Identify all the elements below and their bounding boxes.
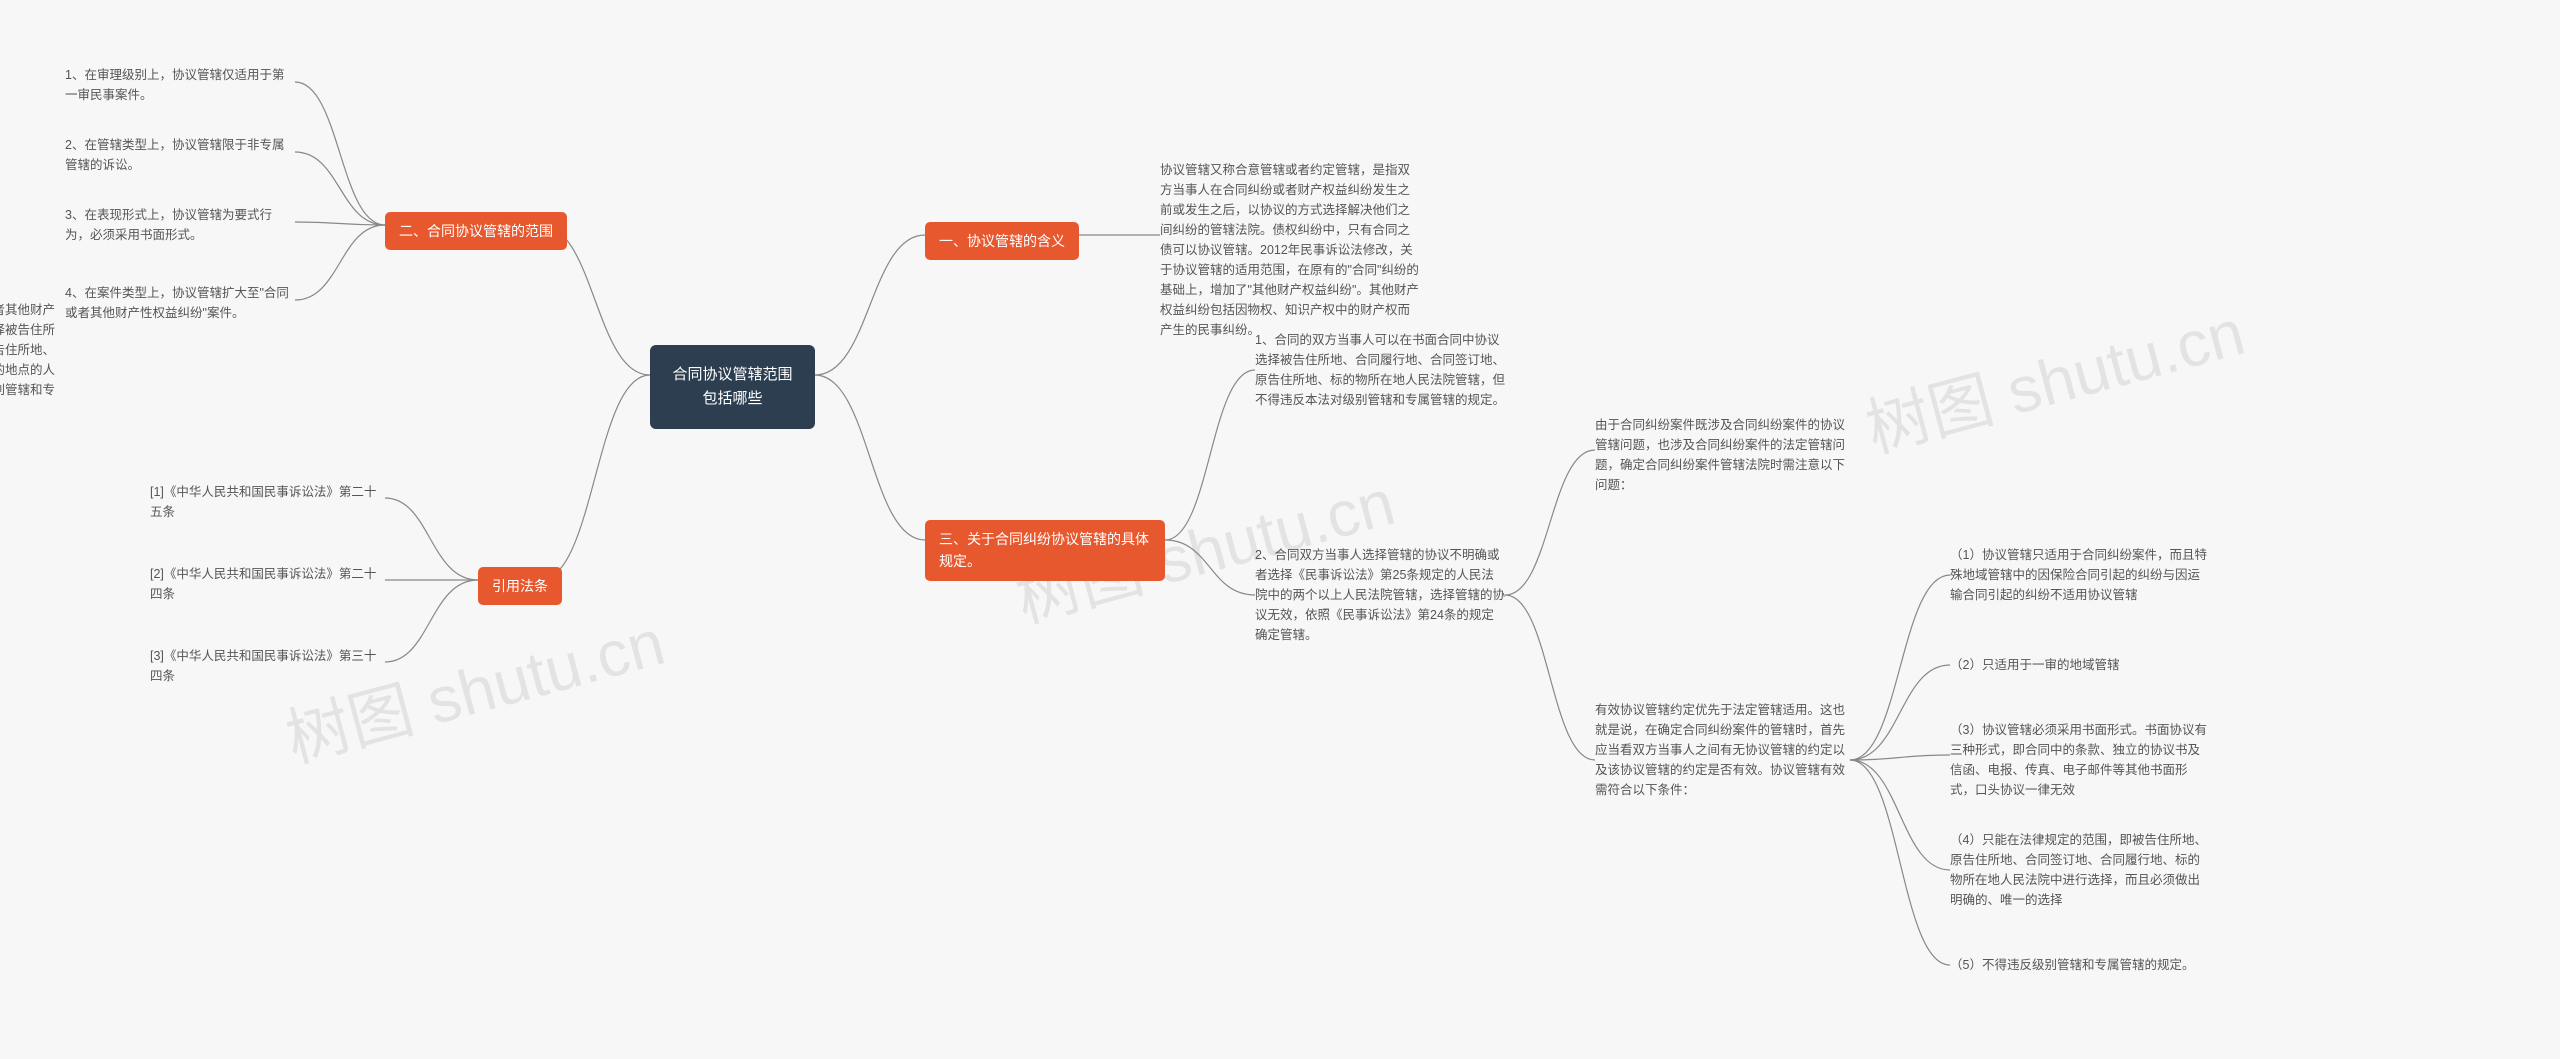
leaf-3-2-cond-intro: 有效协议管辖约定优先于法定管辖适用。这也就是说，在确定合同纠纷案件的管辖时，首先… bbox=[1595, 700, 1850, 800]
watermark: 树图 shutu.cn bbox=[275, 591, 673, 780]
leaf-1-1: 协议管辖又称合意管辖或者约定管辖，是指双方当事人在合同纠纷或者财产权益纠纷发生之… bbox=[1160, 160, 1420, 340]
leaf-3-2: 2、合同双方当事人选择管辖的协议不明确或者选择《民事诉讼法》第25条规定的人民法… bbox=[1255, 545, 1505, 645]
leaf-3-2-intro: 由于合同纠纷案件既涉及合同纠纷案件的协议管辖问题，也涉及合同纠纷案件的法定管辖问… bbox=[1595, 415, 1850, 495]
cond-2: （2）只适用于一审的地域管辖 bbox=[1950, 655, 2119, 675]
ref-3: [3]《中华人民共和国民事诉讼法》第三十四条 bbox=[150, 646, 385, 686]
branch-1: 一、协议管辖的含义 bbox=[925, 222, 1079, 260]
leaf-2-4-sub: 《民事诉讼法》第三十四条合同或者其他财产权益纠纷的当事人可以书面协议选择被告住所… bbox=[0, 300, 60, 420]
cond-3: （3）协议管辖必须采用书面形式。书面协议有三种形式，即合同中的条款、独立的协议书… bbox=[1950, 720, 2210, 800]
cond-1: （1）协议管辖只适用于合同纠纷案件，而且特殊地域管辖中的因保险合同引起的纠纷与因… bbox=[1950, 545, 2210, 605]
leaf-3-1: 1、合同的双方当事人可以在书面合同中协议选择被告住所地、合同履行地、合同签订地、… bbox=[1255, 330, 1505, 410]
branch-ref: 引用法条 bbox=[478, 567, 562, 605]
cond-4: （4）只能在法律规定的范围，即被告住所地、原告住所地、合同签订地、合同履行地、标… bbox=[1950, 830, 2210, 910]
root-node: 合同协议管辖范围包括哪些 bbox=[650, 345, 815, 429]
ref-1: [1]《中华人民共和国民事诉讼法》第二十五条 bbox=[150, 482, 385, 522]
branch-3: 三、关于合同纠纷协议管辖的具体规定。 bbox=[925, 520, 1165, 581]
branch-2: 二、合同协议管辖的范围 bbox=[385, 212, 567, 250]
cond-5: （5）不得违反级别管辖和专属管辖的规定。 bbox=[1950, 955, 2194, 975]
ref-2: [2]《中华人民共和国民事诉讼法》第二十四条 bbox=[150, 564, 385, 604]
leaf-2-3: 3、在表现形式上，协议管辖为要式行为，必须采用书面形式。 bbox=[65, 205, 295, 245]
watermark: 树图 shutu.cn bbox=[1855, 281, 2253, 470]
leaf-2-4: 4、在案件类型上，协议管辖扩大至"合同或者其他财产性权益纠纷"案件。 bbox=[65, 283, 295, 323]
leaf-2-2: 2、在管辖类型上，协议管辖限于非专属管辖的诉讼。 bbox=[65, 135, 295, 175]
leaf-2-1: 1、在审理级别上，协议管辖仅适用于第一审民事案件。 bbox=[65, 65, 295, 105]
